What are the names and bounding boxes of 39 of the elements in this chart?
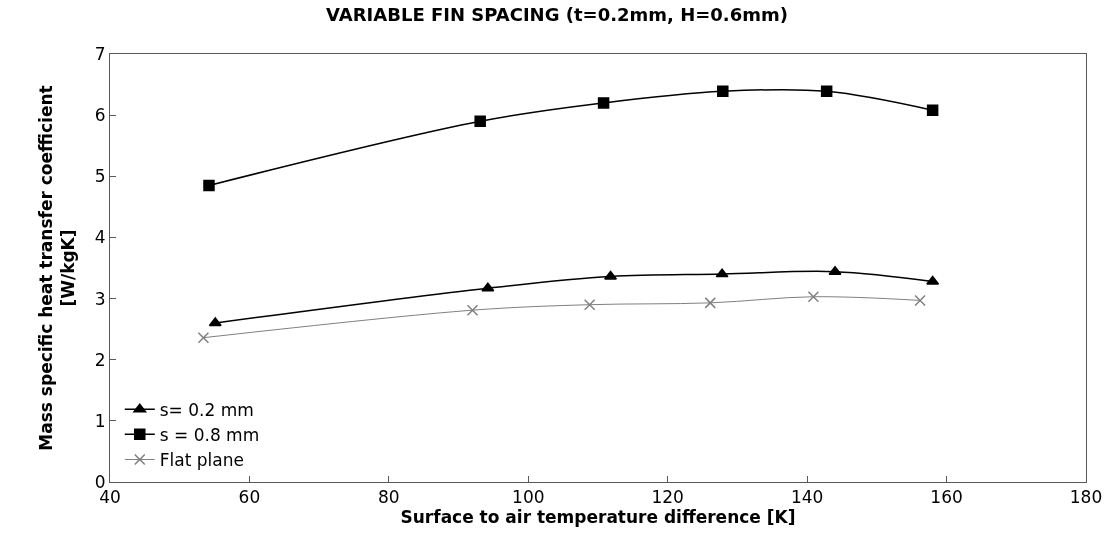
x-tick-label: 160 bbox=[930, 487, 963, 508]
point bbox=[717, 85, 729, 98]
y-tick-label: 7 bbox=[94, 43, 106, 64]
point bbox=[597, 97, 610, 109]
legend-label: s= 0.2 mm bbox=[159, 399, 254, 420]
point bbox=[807, 290, 820, 303]
x-tick-label: 120 bbox=[651, 487, 684, 508]
point bbox=[466, 304, 479, 316]
x-tick-label: 140 bbox=[790, 487, 824, 508]
point bbox=[914, 294, 926, 307]
x-tick-label: 40 bbox=[99, 487, 121, 508]
y-tick-label: 1 bbox=[94, 410, 106, 431]
chart-title: VARIABLE FIN SPACING (t=0.2mm, H=0.6mm) bbox=[326, 3, 788, 25]
point bbox=[208, 317, 222, 327]
x-tick-label: 100 bbox=[512, 487, 545, 508]
point bbox=[197, 331, 210, 344]
y-axis-title: Mass specific heat transfer coefficient [W/kgK] bbox=[36, 85, 79, 451]
point bbox=[481, 282, 495, 292]
point bbox=[926, 275, 940, 285]
x-tick-label: 180 bbox=[1069, 487, 1103, 508]
point bbox=[704, 297, 716, 309]
point bbox=[474, 115, 486, 128]
legend-label: s = 0.8 mm bbox=[159, 425, 260, 445]
x-tick-label: 80 bbox=[378, 487, 400, 508]
x-axis-title: Surface to air temperature difference [K] bbox=[400, 507, 796, 528]
point bbox=[828, 265, 842, 275]
y-tick-label: 2 bbox=[94, 349, 106, 370]
x-tick-label: 60 bbox=[238, 487, 261, 508]
y-tick-label: 3 bbox=[94, 288, 106, 309]
y-tick-label: 4 bbox=[94, 227, 106, 248]
point bbox=[604, 270, 618, 280]
legend-label: Flat plane bbox=[159, 450, 244, 471]
point bbox=[926, 104, 939, 116]
point bbox=[715, 268, 729, 278]
point bbox=[820, 85, 833, 98]
point bbox=[203, 179, 215, 192]
y-tick-label: 5 bbox=[94, 166, 106, 187]
point bbox=[583, 298, 596, 311]
y-tick-label: 6 bbox=[94, 105, 106, 126]
